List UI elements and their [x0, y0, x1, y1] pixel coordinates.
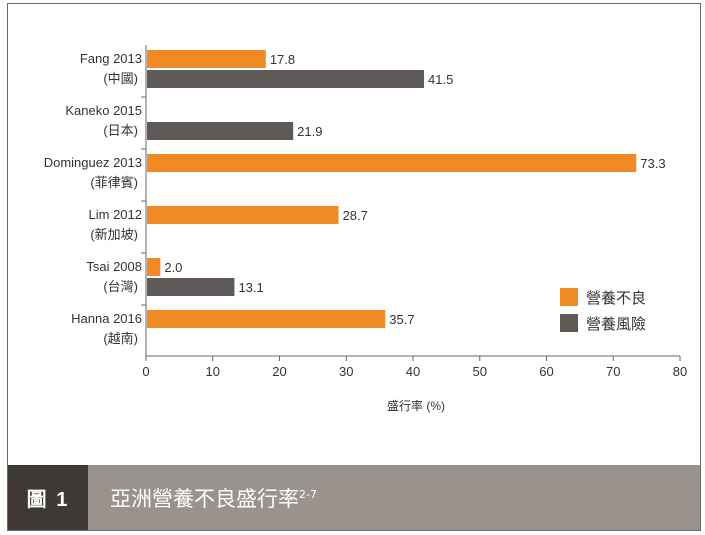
figure-title-reference: 2-7 [299, 487, 317, 501]
bar-malnutrition [147, 50, 266, 68]
category-region-label: (新加坡) [90, 227, 138, 242]
category-label: Fang 2013 [80, 51, 142, 66]
bar-risk [147, 278, 235, 296]
figure-title-text: 亞洲營養不良盛行率 [110, 486, 299, 511]
legend-label: 營養不良 [586, 290, 646, 307]
category-region-label: (菲律賓) [90, 175, 138, 190]
category-label: Kaneko 2015 [65, 103, 142, 118]
x-tick-label: 10 [206, 364, 220, 379]
category-region-label: (中國) [103, 71, 138, 86]
figure-label: 圖 1 [8, 465, 88, 530]
bar-chart: 0 10 20 30 40 50 60 70 80 盛行率 (%) Fang 2013 (中國) 17.… [44, 45, 687, 413]
x-tick-label: 60 [539, 364, 553, 379]
category-label: Lim 2012 [89, 207, 142, 222]
bar-malnutrition [147, 206, 339, 224]
x-tick-label: 30 [339, 364, 353, 379]
x-tick-label: 0 [142, 364, 149, 379]
bar-malnutrition [147, 310, 386, 328]
data-label: 13.1 [238, 280, 263, 295]
legend-swatch [560, 288, 578, 306]
data-label: 17.8 [270, 52, 295, 67]
bar-malnutrition [147, 154, 637, 172]
data-label: 73.3 [640, 156, 665, 171]
x-tick-label: 80 [673, 364, 687, 379]
data-label: 41.5 [428, 72, 453, 87]
category-region-label: (日本) [103, 123, 138, 138]
chart-frame: 0 10 20 30 40 50 60 70 80 盛行率 (%) Fang 2013 (中國) 17.… [7, 3, 701, 531]
x-tick-label: 50 [473, 364, 487, 379]
bar-risk [147, 122, 294, 140]
bar-risk [147, 70, 425, 88]
caption-bar: 圖 1 亞洲營養不良盛行率2-7 [8, 465, 700, 530]
data-label: 21.9 [297, 124, 322, 139]
x-tick-label: 40 [406, 364, 420, 379]
category-label: Tsai 2008 [86, 259, 142, 274]
x-axis-label: 盛行率 (%) [387, 398, 445, 413]
category-label: Hanna 2016 [71, 311, 142, 326]
x-tick-label: 70 [606, 364, 620, 379]
data-label: 28.7 [343, 208, 368, 223]
category-label: Dominguez 2013 [44, 155, 142, 170]
figure-title: 亞洲營養不良盛行率2-7 [110, 483, 317, 513]
legend-swatch [560, 314, 578, 332]
bar-malnutrition [147, 258, 161, 276]
category-region-label: (越南) [103, 331, 138, 346]
data-label: 2.0 [164, 260, 182, 275]
legend-label: 營養風險 [586, 316, 646, 333]
category-region-label: (台灣) [103, 279, 138, 294]
x-tick-label: 20 [272, 364, 286, 379]
data-label: 35.7 [389, 312, 414, 327]
